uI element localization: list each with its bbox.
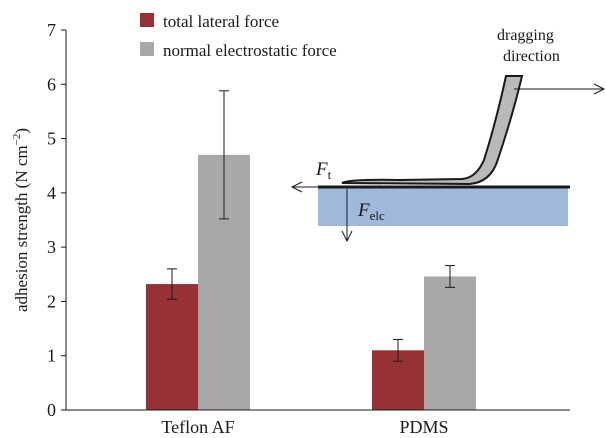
inset-felc-label-sub: elc — [370, 208, 385, 223]
bar — [146, 284, 198, 410]
inset-substrate — [318, 188, 568, 226]
y-tick-label: 2 — [47, 291, 56, 311]
legend-swatch-total-lateral-force — [140, 13, 154, 27]
inset-dragging-label-line1: dragging — [497, 27, 554, 44]
inset-felc-label-main: F — [357, 200, 370, 221]
inset-felc-label: Felc — [357, 200, 385, 223]
y-tick-label: 4 — [47, 183, 56, 203]
y-tick-group: 0 1 2 3 4 5 6 7 — [47, 20, 66, 420]
inset-felc-arrowhead-icon — [341, 230, 353, 243]
legend-label-total-lateral-force: total lateral force — [163, 12, 279, 31]
y-tick-label: 1 — [47, 346, 56, 366]
y-axis-title-main: adhesion strength (N cm — [12, 145, 31, 312]
inset-ft-label-sub: t — [328, 167, 332, 182]
inset-schematic: dragging direction Ft Felc — [290, 27, 606, 243]
x-category-label-group: Teflon AF PDMS — [161, 417, 448, 437]
y-tick-label: 7 — [47, 20, 56, 40]
x-category-label: PDMS — [399, 417, 448, 437]
legend-swatch-normal-electrostatic-force — [140, 42, 154, 56]
y-tick-label: 3 — [47, 237, 56, 257]
inset-ft-label-main: F — [315, 159, 328, 180]
legend-label-normal-electrostatic-force: normal electrostatic force — [163, 41, 337, 60]
y-tick-label: 5 — [47, 129, 56, 149]
y-tick-label: 6 — [47, 74, 56, 94]
legend: total lateral force normal electrostatic… — [140, 12, 337, 60]
plot-area — [146, 90, 476, 410]
y-tick-label: 0 — [47, 400, 56, 420]
inset-dragging-label-line2: direction — [503, 48, 560, 65]
bar — [424, 276, 476, 410]
inset-film — [341, 75, 524, 186]
y-axis-title-close: ) — [12, 128, 31, 134]
inset-ft-label: Ft — [315, 159, 332, 182]
y-axis-title: adhesion strength (N cm−2) — [11, 128, 31, 312]
x-category-label: Teflon AF — [161, 417, 234, 437]
inset-dragging-arrowhead-icon — [593, 83, 606, 95]
inset-ft-arrowhead-icon — [290, 181, 303, 193]
y-axis-title-exponent: −2 — [11, 134, 23, 146]
